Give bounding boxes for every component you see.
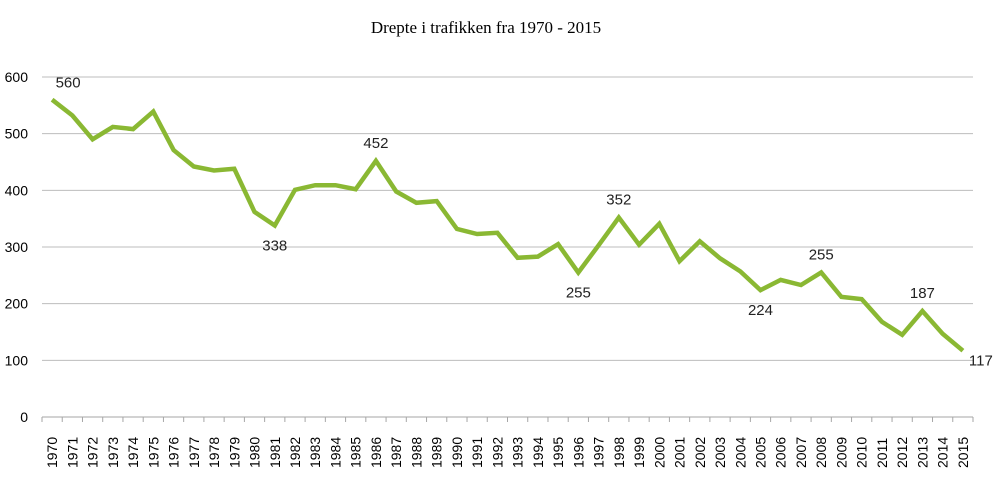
y-tick-label: 300 <box>5 239 29 255</box>
data-label: 560 <box>56 75 81 92</box>
data-label: 338 <box>262 237 287 254</box>
x-tick-label: 1974 <box>125 437 141 468</box>
y-tick-label: 200 <box>5 296 29 312</box>
data-label: 117 <box>969 353 993 370</box>
x-tick-label: 1970 <box>44 437 60 468</box>
x-tick-label: 1971 <box>64 437 80 468</box>
y-tick-label: 600 <box>5 69 29 85</box>
y-tick-label: 500 <box>5 126 29 142</box>
x-tick-label: 2012 <box>894 437 910 468</box>
x-tick-label: 1997 <box>591 437 607 468</box>
x-tick-label: 2015 <box>955 437 971 468</box>
x-tick-label: 2005 <box>752 437 768 468</box>
series-line <box>50 97 965 353</box>
x-tick-label: 2009 <box>833 437 849 468</box>
x-tick-label: 2006 <box>773 437 789 468</box>
x-tick-label: 1985 <box>348 437 364 468</box>
series <box>50 97 965 353</box>
gridlines <box>42 76 973 361</box>
x-tick-label: 2010 <box>854 437 870 468</box>
x-tick-label: 1987 <box>388 437 404 468</box>
x-tick-label: 2013 <box>914 437 930 468</box>
x-tick-label: 1994 <box>530 437 546 468</box>
x-tick-label: 1990 <box>449 437 465 468</box>
x-tick-label: 1988 <box>408 437 424 468</box>
x-tick-label: 2001 <box>672 437 688 468</box>
y-tick-label: 0 <box>20 409 28 425</box>
x-tick-label: 1977 <box>186 437 202 468</box>
x-tick-label: 2003 <box>712 437 728 468</box>
x-tick-label: 1996 <box>570 437 586 468</box>
x-tick-label: 2007 <box>793 437 809 468</box>
y-tick-label: 100 <box>5 352 29 368</box>
x-tick-label: 1991 <box>469 437 485 468</box>
data-labels: 560 338 452 255 352 224 255 187 117 <box>56 75 993 370</box>
x-tick-label: 1978 <box>206 437 222 468</box>
y-tick-label: 400 <box>5 182 29 198</box>
data-label: 255 <box>566 285 591 302</box>
x-tick-label: 1976 <box>166 437 182 468</box>
x-tick-label: 1980 <box>247 437 263 468</box>
x-tick-label: 1992 <box>489 437 505 468</box>
x-tick-label: 1984 <box>327 437 343 468</box>
x-tick-label: 1979 <box>226 437 242 468</box>
x-tick-label: 1972 <box>85 437 101 468</box>
x-tick-label: 2014 <box>935 437 951 468</box>
x-tick-label: 1999 <box>631 437 647 468</box>
data-label: 255 <box>809 247 834 264</box>
chart-title: Drepte i trafikken fra 1970 - 2015 <box>371 18 601 37</box>
data-label: 224 <box>748 302 773 319</box>
x-tick-label: 1986 <box>368 437 384 468</box>
x-tick-label: 2008 <box>813 437 829 468</box>
x-tick-label: 1973 <box>105 437 121 468</box>
data-label: 187 <box>910 285 935 302</box>
data-label: 352 <box>606 192 631 209</box>
x-tick-label: 1981 <box>267 437 283 468</box>
x-tick-label: 1993 <box>510 437 526 468</box>
x-tick-label: 2002 <box>692 437 708 468</box>
x-tick-label: 1983 <box>307 437 323 468</box>
x-tick-label: 1982 <box>287 437 303 468</box>
x-tick-label: 1998 <box>611 437 627 468</box>
x-tick-label: 1975 <box>145 437 161 468</box>
data-label: 452 <box>363 135 388 152</box>
x-tick-label: 1995 <box>550 437 566 468</box>
x-tick-label: 2011 <box>874 438 890 468</box>
x-tick-label: 1989 <box>429 437 445 468</box>
x-tick-label: 2004 <box>732 437 748 468</box>
x-tick-label: 2000 <box>651 437 667 468</box>
x-axis: 1970 1971 1972 1973 1974 1975 1976 1977 1978 1979… <box>41 416 974 468</box>
y-axis: 0 100 200 300 400 500 600 <box>5 69 29 425</box>
